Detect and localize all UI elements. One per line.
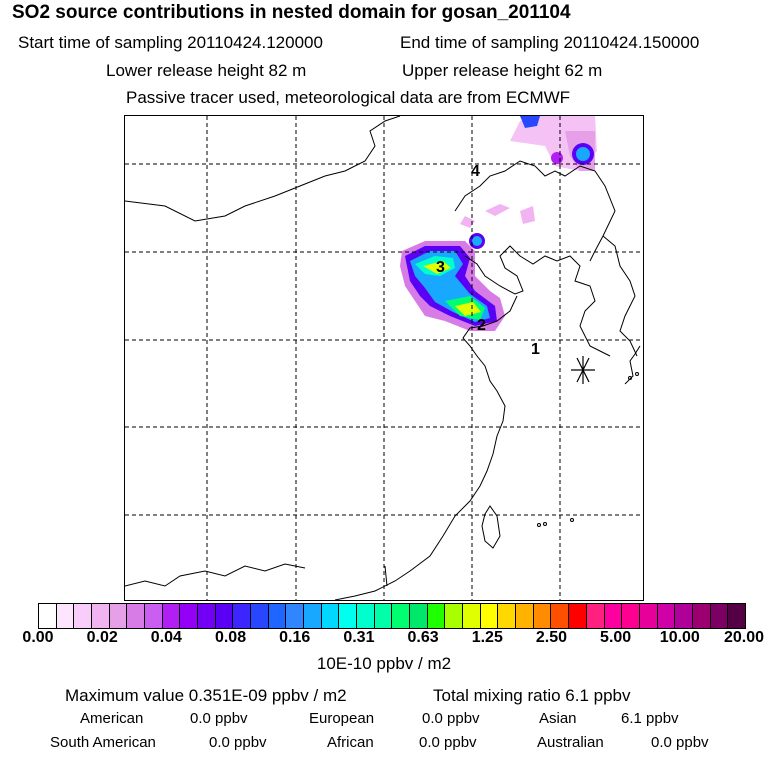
colorbar-tick-label: 0.63 [407, 629, 439, 646]
region-name-african: African [327, 734, 374, 751]
colorbar-swatch [410, 604, 428, 628]
colorbar-tick-label: 0.16 [279, 629, 311, 646]
colorbar-swatch [127, 604, 146, 628]
colorbar-swatch [392, 604, 411, 628]
colorbar-swatch [480, 604, 499, 628]
colorbar-swatch [180, 604, 199, 628]
colorbar-swatch [533, 604, 552, 628]
colorbar-swatch [92, 604, 110, 628]
colorbar-tick-label: 20.00 [723, 629, 765, 646]
colorbar-units: 10E-10 ppbv / m2 [316, 654, 452, 673]
colorbar-swatch [498, 604, 517, 628]
map-label-4: 4 [471, 163, 480, 180]
region-name-american: American [80, 710, 144, 727]
tracer-note: Passive tracer used, meteorological data… [126, 88, 571, 107]
colorbar-tick-label: 0.02 [86, 629, 118, 646]
colorbar [38, 603, 746, 629]
colorbar-swatch [268, 604, 287, 628]
region-value-european: 0.0 ppbv [422, 710, 480, 727]
so2-plume [400, 116, 597, 331]
colorbar-swatch [162, 604, 181, 628]
region-value-australian: 0.0 ppbv [651, 734, 709, 751]
map-label-3: 3 [436, 259, 445, 276]
colorbar-swatch [427, 604, 446, 628]
colorbar-tick-label: 1.25 [471, 629, 503, 646]
colorbar-swatch [657, 604, 676, 628]
colorbar-tick-label: 5.00 [600, 629, 632, 646]
region-value-south-american: 0.0 ppbv [209, 734, 267, 751]
colorbar-swatch [463, 604, 481, 628]
coastlines [125, 116, 641, 600]
map-svg: 1 2 3 4 [125, 116, 643, 600]
colorbar-swatch [74, 604, 93, 628]
colorbar-swatch [339, 604, 358, 628]
colorbar-swatch [675, 604, 693, 628]
colorbar-swatch [622, 604, 640, 628]
end-time: End time of sampling 20110424.150000 [400, 33, 700, 52]
region-value-african: 0.0 ppbv [419, 734, 477, 751]
colorbar-swatch [304, 604, 322, 628]
release-location-marker [571, 356, 595, 384]
colorbar-swatch [639, 604, 658, 628]
colorbar-tick-label: 0.04 [150, 629, 182, 646]
colorbar-tick-label: 0.31 [343, 629, 375, 646]
colorbar-tick-label: 0.00 [22, 629, 54, 646]
colorbar-swatch [569, 604, 587, 628]
colorbar-swatch [551, 604, 570, 628]
colorbar-swatch [233, 604, 252, 628]
region-value-american: 0.0 ppbv [190, 710, 248, 727]
colorbar-tick-label: 2.50 [535, 629, 568, 646]
map-label-2: 2 [477, 317, 486, 334]
colorbar-swatch [445, 604, 464, 628]
lower-release-height: Lower release height 82 m [106, 61, 307, 80]
upper-release-height: Upper release height 62 m [402, 61, 603, 80]
colorbar-swatch [251, 604, 269, 628]
colorbar-swatch [604, 604, 623, 628]
colorbar-tick-label: 10.00 [659, 629, 700, 646]
colorbar-swatch [710, 604, 729, 628]
map-label-1: 1 [531, 341, 540, 358]
colorbar-swatch [321, 604, 340, 628]
region-name-asian: Asian [539, 710, 577, 727]
colorbar-swatch [56, 604, 75, 628]
map-panel: 1 2 3 4 [124, 115, 644, 601]
colorbar-swatch [145, 604, 163, 628]
region-name-australian: Australian [537, 734, 604, 751]
colorbar-swatch [215, 604, 234, 628]
colorbar-swatch [39, 604, 57, 628]
colorbar-swatch [198, 604, 216, 628]
colorbar-swatch [728, 604, 745, 628]
colorbar-swatch [109, 604, 128, 628]
colorbar-swatch [586, 604, 605, 628]
region-name-european: European [309, 710, 375, 727]
page-title: SO2 source contributions in nested domai… [12, 2, 571, 23]
colorbar-swatch [286, 604, 305, 628]
colorbar-swatch [357, 604, 375, 628]
start-time: Start time of sampling 20110424.120000 [18, 33, 323, 52]
lat-lon-grid [125, 116, 643, 600]
max-value: Maximum value 0.351E-09 ppbv / m2 [65, 686, 347, 705]
total-mixing-ratio: Total mixing ratio 6.1 ppbv [433, 686, 631, 705]
colorbar-swatch [374, 604, 393, 628]
colorbar-tick-label: 0.08 [214, 629, 247, 646]
colorbar-swatch [516, 604, 534, 628]
region-name-south-american: South American [50, 734, 156, 751]
region-value-asian: 6.1 ppbv [621, 710, 679, 727]
colorbar-swatch [692, 604, 711, 628]
